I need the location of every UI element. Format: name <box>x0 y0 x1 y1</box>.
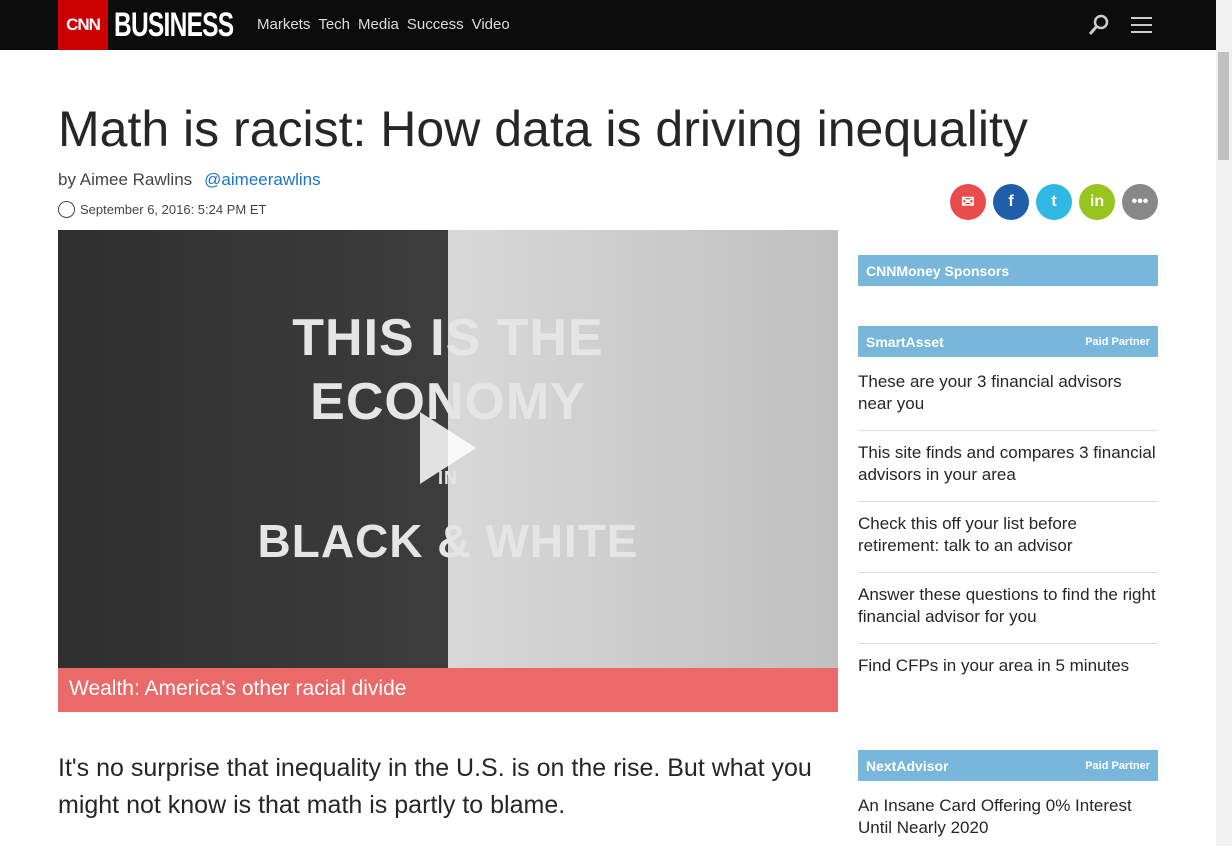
nav-media[interactable]: Media <box>358 16 399 33</box>
smartasset-module: SmartAsset Paid Partner These are your 3 … <box>858 326 1158 692</box>
video-caption[interactable]: Wealth: America's other racial divide <box>58 668 838 712</box>
ad-link[interactable]: Answer these questions to find the right… <box>858 573 1158 644</box>
publish-date: September 6, 2016: 5:24 PM ET <box>80 202 267 217</box>
nav-video[interactable]: Video <box>471 16 510 33</box>
play-icon[interactable] <box>420 412 476 484</box>
menu-icon[interactable] <box>1131 17 1152 38</box>
twitter-icon[interactable]: t <box>1036 184 1072 220</box>
author-twitter-link[interactable]: @aimeerawlins <box>204 170 321 189</box>
business-logo[interactable]: BUSINESS <box>114 6 234 44</box>
page-title: Math is racist: How data is driving ineq… <box>58 101 1028 157</box>
smartasset-header: SmartAsset Paid Partner <box>858 326 1158 357</box>
nav-success[interactable]: Success <box>406 16 464 33</box>
ad-link[interactable]: Check this off your list before retireme… <box>858 502 1158 573</box>
video-text: BLACK & WHITE <box>257 515 639 567</box>
lead-paragraph: It's no surprise that inequality in the … <box>58 754 812 819</box>
ad-link[interactable]: These are your 3 financial advisors near… <box>858 357 1158 431</box>
ad-link[interactable]: An Insane Card Offering 0% Interest Unti… <box>858 796 1132 837</box>
ad-link[interactable]: Find CFPs in your area in 5 minutes <box>858 656 1130 675</box>
share-buttons: ✉ f t in ••• <box>950 184 1158 220</box>
video-text: THIS IS THE <box>292 309 604 367</box>
scrollbar-thumb[interactable] <box>1218 52 1229 160</box>
nav-markets[interactable]: Markets <box>257 16 311 33</box>
linkedin-icon[interactable]: in <box>1079 184 1115 220</box>
top-nav: CNN BUSINESS Markets Tech Media Success … <box>0 0 1216 50</box>
nextadvisor-module: NextAdvisor Paid Partner An Insane Card O… <box>858 750 1158 854</box>
facebook-icon[interactable]: f <box>993 184 1029 220</box>
search-icon[interactable] <box>1088 14 1110 36</box>
ad-link[interactable]: This site finds and compares 3 financial… <box>858 431 1158 502</box>
nextadvisor-header: NextAdvisor Paid Partner <box>858 750 1158 781</box>
scrollbar[interactable] <box>1216 0 1232 846</box>
clock-icon <box>58 201 75 218</box>
nav-tech[interactable]: Tech <box>318 16 351 33</box>
cnn-logo[interactable]: CNN <box>58 0 108 50</box>
sponsors-header: CNNMoney Sponsors <box>858 255 1158 286</box>
author: by Aimee Rawlins <box>58 170 193 189</box>
byline: by Aimee Rawlins @aimeerawlins <box>58 170 321 190</box>
email-icon[interactable]: ✉ <box>950 184 986 220</box>
more-icon[interactable]: ••• <box>1122 184 1158 220</box>
